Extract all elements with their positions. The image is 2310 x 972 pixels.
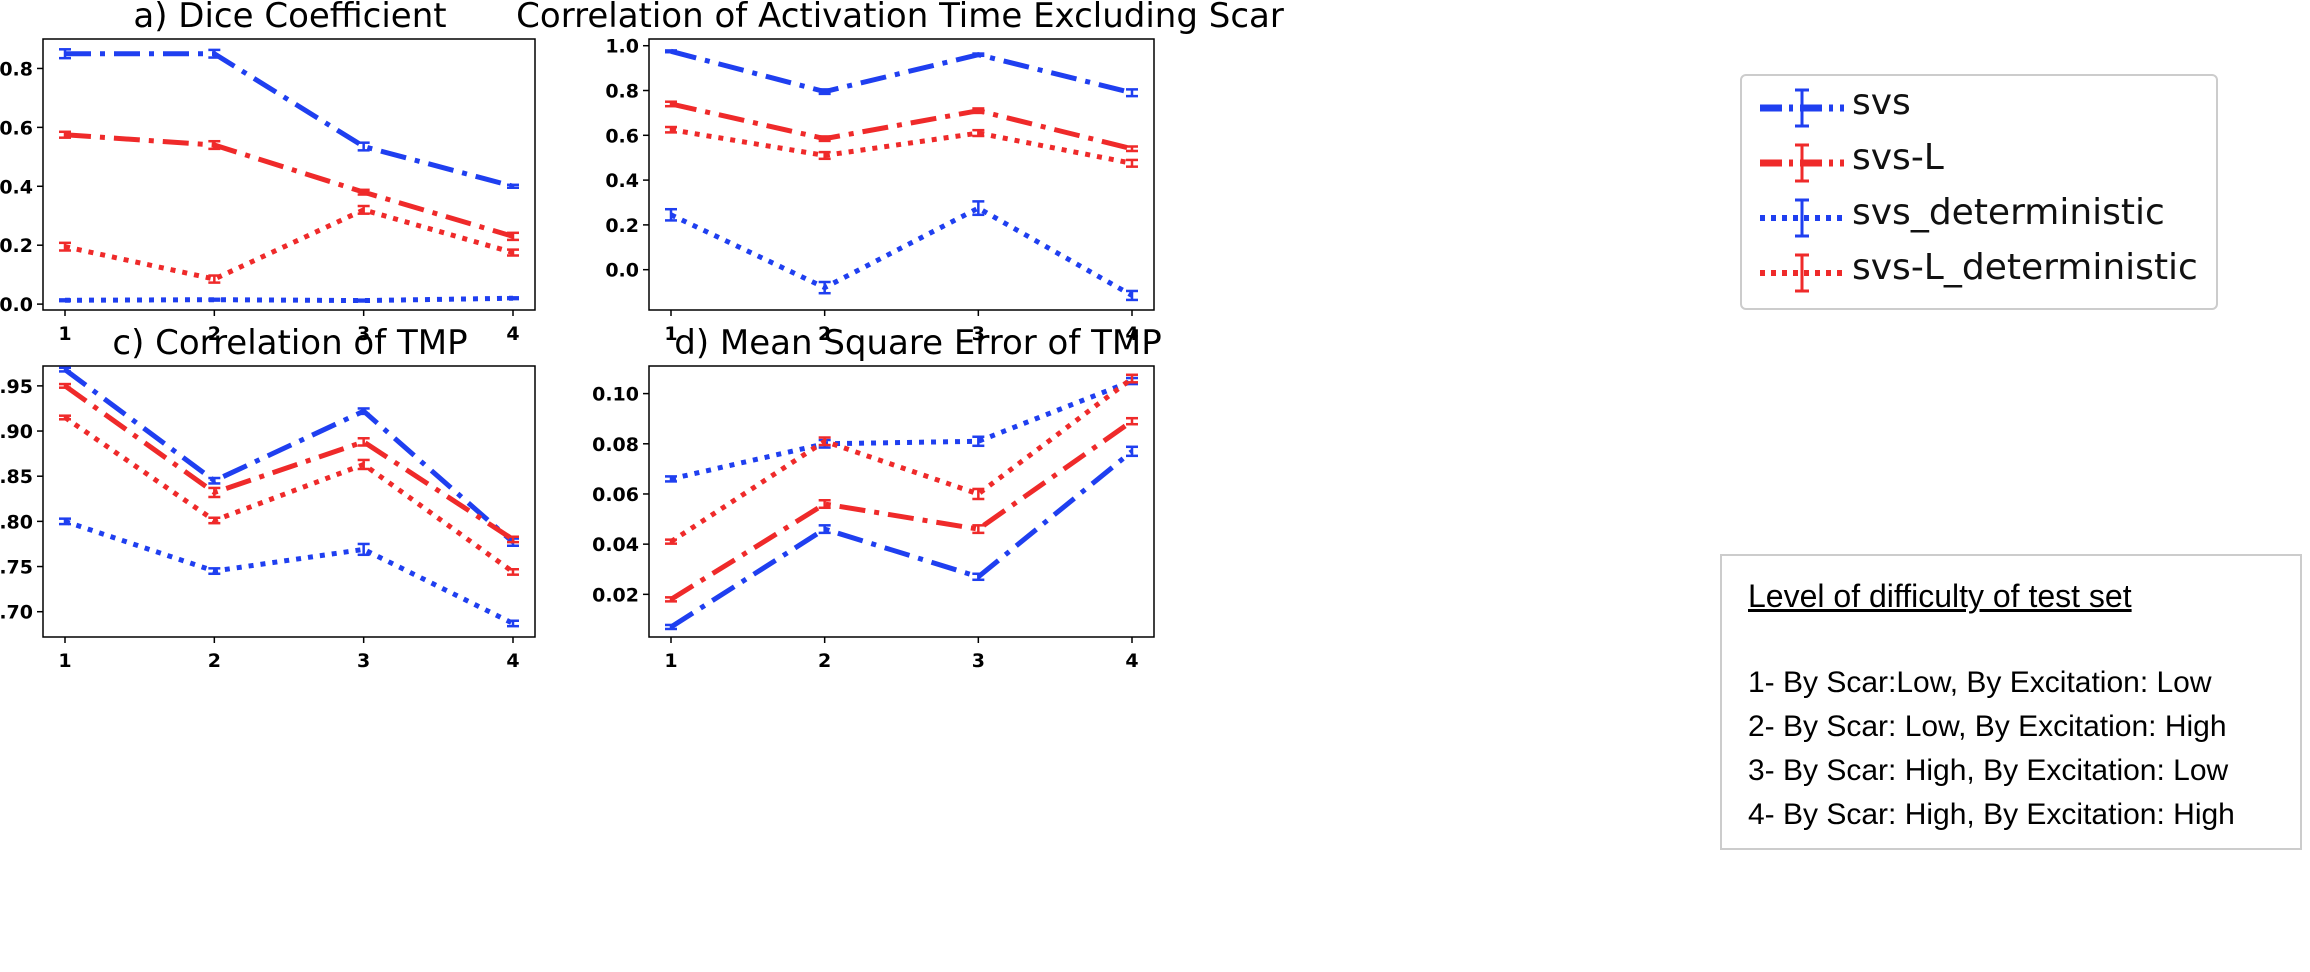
- series-line-svs-deterministic: [64, 519, 515, 626]
- legend-swatch-svs: [1760, 88, 1844, 128]
- plot-frame: [648, 38, 1155, 311]
- y-tick-label: 0.85: [0, 466, 33, 488]
- series-line-svs-l: [64, 132, 514, 239]
- x-tick-label: 4: [506, 650, 519, 672]
- legend-swatch-svs-l-deterministic: [1760, 253, 1844, 293]
- plot-frame: [42, 365, 536, 638]
- y-tick-label: 0.10: [592, 384, 639, 406]
- y-tick-label: 0.08: [592, 434, 639, 456]
- x-tick-label: 3: [972, 650, 985, 672]
- y-tick-label: 0.6: [605, 125, 639, 147]
- x-tick-label: 1: [664, 650, 677, 672]
- info-line: 1- By Scar:Low, By Excitation: Low: [1748, 666, 2212, 699]
- plot-frame: [42, 38, 536, 311]
- y-tick-label: 0.90: [0, 421, 33, 443]
- series-line-svs-l-deterministic: [669, 376, 1134, 544]
- plot-frame: [648, 365, 1155, 638]
- y-tick-label: 0.06: [592, 484, 639, 506]
- info-line: 3- By Scar: High, By Excitation: Low: [1748, 754, 2229, 787]
- series-line-svs: [63, 367, 515, 545]
- x-tick-label: 4: [1125, 650, 1138, 672]
- legend-label: svs-L_deterministic: [1852, 247, 2198, 288]
- x-tick-label: 3: [357, 650, 370, 672]
- legend-item-svs: svs: [1742, 76, 2216, 130]
- x-tick-label: 3: [972, 323, 985, 345]
- series-line-svs-l: [670, 101, 1133, 152]
- series-line-svs-deterministic: [64, 295, 514, 304]
- series-line-svs-l-deterministic: [63, 415, 515, 574]
- legend-item-svs-deterministic: svs_deterministic: [1742, 186, 2216, 240]
- y-tick-label: 0.0: [605, 260, 639, 282]
- series-line-svs: [669, 449, 1134, 630]
- y-tick-label: 0.4: [605, 170, 639, 192]
- series-line-svs-l: [669, 419, 1134, 602]
- x-tick-label: 1: [58, 323, 71, 345]
- chart-title: Correlation of Activation Time Excluding…: [516, 0, 1284, 36]
- y-tick-label: 0.95: [0, 376, 33, 398]
- x-tick-label: 4: [506, 323, 519, 345]
- legend: svs svs-L svs_deterministic svs-L_determ…: [1740, 74, 2218, 310]
- info-line: 2- By Scar: Low, By Excitation: High: [1748, 710, 2227, 743]
- y-tick-label: 0.80: [0, 511, 33, 533]
- legend-swatch-svs-l: [1760, 143, 1844, 183]
- y-tick-label: 0.2: [605, 215, 639, 237]
- y-tick-label: 0.0: [0, 294, 33, 316]
- series-line-svs-l-deterministic: [64, 207, 514, 282]
- chart-title: a) Dice Coefficient: [133, 0, 446, 36]
- y-tick-label: 0.8: [0, 58, 33, 80]
- series-line-svs: [670, 48, 1133, 96]
- y-tick-label: 1.0: [605, 36, 639, 58]
- x-tick-label: 2: [208, 323, 221, 345]
- y-tick-label: 0.2: [0, 235, 33, 257]
- x-tick-label: 4: [1125, 323, 1138, 345]
- y-tick-label: 0.6: [0, 117, 33, 139]
- series-line-svs-deterministic: [670, 378, 1133, 482]
- info-line: 4- By Scar: High, By Excitation: High: [1748, 798, 2235, 831]
- x-tick-label: 2: [818, 323, 831, 345]
- chart-title: d) Mean Square Error of TMP: [674, 323, 1161, 363]
- x-tick-label: 2: [818, 650, 831, 672]
- legend-label: svs: [1852, 82, 1911, 123]
- y-tick-label: 0.8: [605, 81, 639, 103]
- legend-label: svs-L: [1852, 137, 1944, 178]
- x-tick-label: 2: [208, 650, 221, 672]
- difficulty-info-box: Level of difficulty of test set 1- By Sc…: [1720, 554, 2302, 850]
- y-tick-label: 0.4: [0, 176, 33, 198]
- legend-swatch-svs-deterministic: [1760, 198, 1844, 238]
- y-tick-label: 0.02: [592, 584, 639, 606]
- chart-title: c) Correlation of TMP: [112, 323, 467, 363]
- x-tick-label: 3: [357, 323, 370, 345]
- series-line-svs-deterministic: [669, 205, 1134, 298]
- series-line-svs: [65, 51, 514, 189]
- y-tick-label: 0.70: [0, 602, 33, 624]
- y-tick-label: 0.75: [0, 557, 33, 579]
- legend-label: svs_deterministic: [1852, 192, 2165, 233]
- series-line-svs-l: [63, 383, 515, 542]
- y-tick-label: 0.04: [592, 534, 639, 556]
- x-tick-label: 1: [664, 323, 677, 345]
- legend-item-svs-l: svs-L: [1742, 131, 2216, 185]
- series-line-svs-l-deterministic: [670, 127, 1133, 166]
- x-tick-label: 1: [58, 650, 71, 672]
- info-heading: Level of difficulty of test set: [1748, 578, 2132, 614]
- legend-item-svs-l-deterministic: svs-L_deterministic: [1742, 241, 2216, 295]
